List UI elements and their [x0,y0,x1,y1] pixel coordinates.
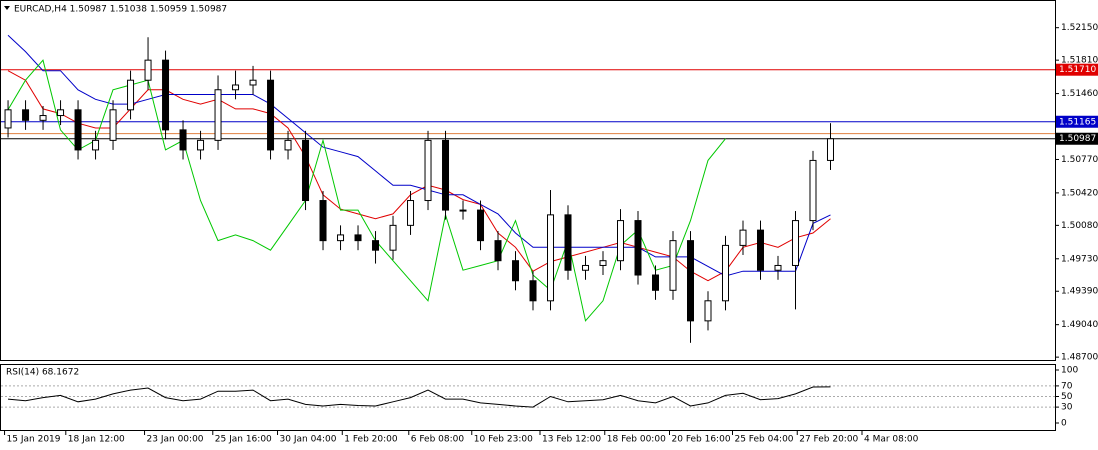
candle-body [809,159,817,222]
candle-body [687,240,695,322]
main-panel [0,0,1056,361]
rsi-line [7,386,831,408]
candle-body [739,229,747,246]
candle-body [74,109,82,151]
candle-body [756,229,764,271]
candle-body [599,260,607,266]
y-tick-label: 1.51460 [1061,89,1098,99]
candle-body [494,240,502,262]
candle-body [389,224,397,251]
chart-title: EURCAD,H4 1.50987 1.51038 1.50959 1.5098… [14,5,227,15]
candle-body [284,139,292,151]
x-tick-label: 27 Feb 20:00 [799,435,858,445]
candle-body [652,274,660,291]
candle-body [179,129,187,151]
y-tick-label: 1.49730 [1061,254,1098,264]
candle-body [4,109,12,129]
x-tick-label: 30 Jan 04:00 [280,435,337,445]
candle-body [354,234,362,242]
price-label: 1.51165 [1059,117,1096,127]
x-tick-label: 18 Feb 00:00 [607,435,666,445]
rsi-tick-label: 70 [1061,381,1073,391]
candle-body [564,214,572,271]
rsi-tick-label: 0 [1061,419,1067,429]
rsi-tick-label: 50 [1061,392,1073,402]
x-tick-label: 1 Feb 20:00 [344,435,398,445]
candle-body [721,244,729,302]
x-tick-label: 20 Feb 16:00 [672,435,731,445]
rsi-title: RSI(14) 68.1672 [6,368,79,378]
candle-body [704,300,712,322]
candle-body [529,280,537,302]
x-tick-label: 15 Jan 2019 [7,435,61,445]
y-tick-label: 1.49040 [1061,320,1098,330]
candle-body [424,139,432,202]
x-tick-label: 13 Feb 12:00 [542,435,601,445]
candle-body [214,89,222,141]
menu-arrow [4,6,10,10]
candle-body [57,109,65,117]
price-label-bg [1056,132,1098,145]
price-label-bg [1056,115,1098,128]
rsi-tick-label: 100 [1061,366,1078,376]
y-tick-label: 1.49390 [1061,287,1098,297]
x-tick-label: 10 Feb 23:00 [474,435,533,445]
candle-body [442,139,450,211]
price-label: 1.51710 [1059,65,1096,75]
candle-body [197,139,205,151]
candle-body [162,59,170,131]
candle-body [144,59,152,81]
x-tick-label: 4 Mar 08:00 [864,435,919,445]
candle-body [337,234,345,242]
candle-body [319,200,327,242]
price-label: 1.50987 [1059,134,1096,144]
candle-body [459,209,467,212]
candle-body [617,220,625,262]
y-tick-label: 1.50420 [1061,188,1098,198]
rsi-panel [0,364,1056,431]
y-tick-label: 1.51810 [1061,56,1098,66]
candle-body [232,84,240,91]
price-label-bg [1056,63,1098,76]
y-tick-label: 1.48700 [1061,353,1098,363]
candle-body [669,240,677,291]
x-tick-label: 18 Jan 12:00 [68,435,125,445]
candle-body [826,138,834,161]
candle-body [39,115,47,121]
candle-body [249,79,257,86]
candle-body [372,240,380,251]
candle-body [302,139,310,202]
candle-body [634,220,642,276]
candle-body [22,109,30,121]
candle-body [547,214,555,302]
rsi-tick-label: 30 [1061,403,1073,413]
y-tick-label: 1.50770 [1061,155,1098,165]
candle-body [109,109,117,141]
candle-body [791,220,799,266]
candle-body [92,139,100,151]
candle-body [407,200,415,226]
candle-body [267,79,275,151]
y-tick-label: 1.50080 [1061,221,1098,231]
candle-body [477,209,485,242]
x-tick-label: 23 Jan 00:00 [147,435,204,445]
candle-body [774,264,782,271]
x-tick-label: 25 Feb 04:00 [734,435,793,445]
x-tick-label: 6 Feb 08:00 [411,435,465,445]
x-tick-label: 25 Jan 16:00 [215,435,272,445]
candle-body [582,264,590,271]
candle-body [512,260,520,282]
candle-body [127,79,135,111]
y-tick-label: 1.52150 [1061,23,1098,33]
